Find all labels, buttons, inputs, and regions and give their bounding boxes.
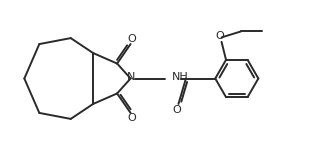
Text: O: O bbox=[128, 34, 136, 44]
Text: O: O bbox=[128, 113, 136, 123]
Text: O: O bbox=[216, 31, 225, 41]
Text: NH: NH bbox=[172, 72, 188, 82]
Text: N: N bbox=[126, 72, 135, 82]
Text: O: O bbox=[173, 105, 181, 115]
